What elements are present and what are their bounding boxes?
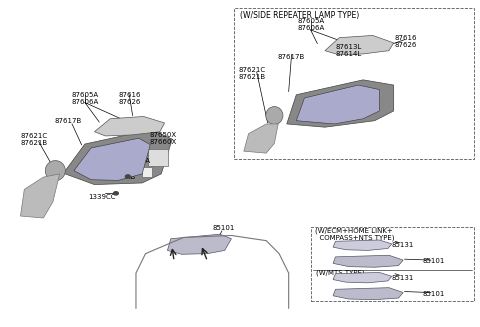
- Text: COMPASS+NTS TYPE): COMPASS+NTS TYPE): [315, 234, 395, 241]
- Text: 87605A
87606A: 87605A 87606A: [71, 92, 98, 105]
- Polygon shape: [333, 288, 403, 300]
- Text: (W/MTS TYPE): (W/MTS TYPE): [316, 270, 365, 276]
- Text: 87650X
87660X: 87650X 87660X: [149, 132, 176, 145]
- Text: 87613L
87614L: 87613L 87614L: [336, 44, 362, 57]
- Text: 82315A: 82315A: [124, 158, 151, 164]
- Bar: [142, 167, 152, 177]
- Text: 87616
87626: 87616 87626: [395, 35, 417, 48]
- Polygon shape: [333, 272, 392, 283]
- Bar: [234, 8, 474, 159]
- Text: 1339CC: 1339CC: [88, 194, 115, 199]
- Text: 87617B: 87617B: [55, 118, 82, 124]
- Text: 87616
87626: 87616 87626: [118, 92, 141, 105]
- Polygon shape: [244, 124, 278, 153]
- Text: 87617B: 87617B: [278, 54, 305, 60]
- Polygon shape: [287, 80, 394, 127]
- Bar: [148, 149, 168, 166]
- Polygon shape: [95, 116, 165, 136]
- Polygon shape: [325, 35, 394, 55]
- Circle shape: [125, 175, 130, 178]
- Polygon shape: [333, 240, 392, 250]
- Ellipse shape: [45, 161, 65, 181]
- Polygon shape: [63, 129, 172, 184]
- Text: (W/SIDE REPEATER LAMP TYPE): (W/SIDE REPEATER LAMP TYPE): [240, 10, 359, 20]
- Polygon shape: [333, 255, 403, 267]
- Text: 85101: 85101: [422, 258, 444, 265]
- Text: 87621C
87621B: 87621C 87621B: [239, 67, 265, 80]
- Text: 85131: 85131: [391, 242, 413, 248]
- Polygon shape: [74, 138, 150, 181]
- Polygon shape: [168, 234, 231, 254]
- Text: 87621C
87621B: 87621C 87621B: [20, 133, 48, 146]
- Text: 1243AB: 1243AB: [108, 174, 135, 180]
- Text: 87605A
87606A: 87605A 87606A: [297, 18, 324, 31]
- Text: (W/ECM+HOME LINK+: (W/ECM+HOME LINK+: [315, 228, 393, 234]
- Polygon shape: [21, 174, 60, 218]
- Polygon shape: [296, 85, 379, 124]
- Text: 85131: 85131: [391, 275, 413, 281]
- Circle shape: [114, 192, 118, 195]
- Bar: [311, 227, 474, 301]
- Ellipse shape: [266, 107, 283, 125]
- Text: 85101: 85101: [212, 225, 235, 231]
- Text: 85101: 85101: [422, 291, 444, 297]
